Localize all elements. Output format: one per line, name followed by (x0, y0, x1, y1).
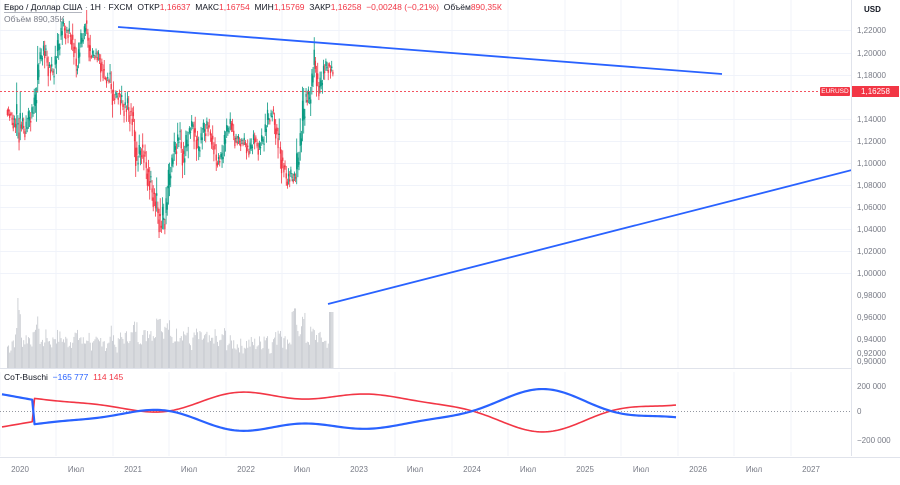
price-tick: 0,98000 (857, 291, 886, 300)
price-tick: 1,00000 (857, 269, 886, 278)
price-tick: 0,90000 (857, 357, 886, 366)
price-tick: 1,10000 (857, 159, 886, 168)
price-tick: 1,02000 (857, 247, 886, 256)
volume-value-header: 890,35К (470, 2, 502, 12)
cot-blue-value: −165 777 (52, 372, 89, 382)
price-tick: 1,12000 (857, 137, 886, 146)
time-tick: Июл (67, 465, 85, 474)
price-tick: 1,20000 (857, 49, 886, 58)
symbol-label[interactable]: Евро / Доллар США (4, 2, 83, 13)
time-tick: Июл (180, 465, 198, 474)
time-tick: 2023 (350, 465, 368, 474)
time-tick: 2022 (237, 465, 255, 474)
volume-legend: Объём 890,35К (4, 14, 64, 24)
cot-pane[interactable] (0, 372, 852, 456)
low-value: 1,15769 (273, 2, 305, 12)
interval-label[interactable]: 1Н (90, 2, 101, 12)
price-tick: 1,22000 (857, 26, 886, 35)
cot-legend: CoT-Buschi −165 777 114 145 (4, 372, 123, 382)
volume-label-header: Объём (443, 2, 471, 12)
source-badge: EURUSD (820, 87, 850, 96)
volume-legend-value: 890,35К (33, 14, 65, 24)
cot-chart-svg (0, 372, 852, 456)
price-tick: 1,04000 (857, 225, 886, 234)
legend-separator-1: · (84, 2, 88, 12)
high-value: 1,16754 (219, 2, 250, 12)
close-value: 1,16258 (330, 2, 362, 12)
price-tick: 1,18000 (857, 71, 886, 80)
cot-tick: 200 000 (857, 382, 886, 391)
cot-indicator-name[interactable]: CoT-Buschi (4, 372, 48, 382)
price-pane[interactable] (0, 0, 852, 368)
time-tick: Июл (406, 465, 424, 474)
price-axis[interactable]: USD 1,22000 1,20000 1,18000 1,14000 1,12000 1… (851, 0, 900, 456)
legend-separator-2: · (103, 2, 107, 12)
price-legend: Евро / Доллар США · 1Н · FXCM ОТКР1,1663… (4, 2, 502, 13)
open-value: 1,16637 (159, 2, 191, 12)
axis-currency-label: USD (864, 5, 881, 14)
cot-tick: −200 000 (857, 436, 891, 445)
current-price-badge: 1,16258 (852, 86, 899, 97)
price-tick: 0,94000 (857, 335, 886, 344)
exchange-label: FXCM (108, 2, 133, 12)
price-chart-svg (0, 0, 852, 368)
price-tick: 0,92000 (857, 349, 886, 358)
change-absolute: −0,00248 (366, 2, 402, 12)
low-label: МИН (254, 2, 274, 12)
time-tick: Июл (519, 465, 537, 474)
price-tick: 1,14000 (857, 115, 886, 124)
time-axis[interactable]: 2020 Июл 2021 Июл 2022 Июл 2023 Июл 2024 Июл 2025 И… (0, 457, 900, 485)
time-tick: 2026 (689, 465, 707, 474)
time-tick: Июл (632, 465, 650, 474)
high-label: МАКС (195, 2, 219, 12)
volume-legend-label: Объём (4, 14, 32, 24)
time-tick: 2021 (124, 465, 142, 474)
time-tick: 2025 (576, 465, 594, 474)
time-tick: 2027 (802, 465, 820, 474)
time-tick: 2020 (11, 465, 29, 474)
price-tick: 1,08000 (857, 181, 886, 190)
time-tick: Июл (745, 465, 763, 474)
time-tick: 2024 (463, 465, 481, 474)
price-tick: 0,96000 (857, 313, 886, 322)
time-tick: Июл (293, 465, 311, 474)
open-label: ОТКР (137, 2, 160, 12)
close-label: ЗАКР (309, 2, 331, 12)
cot-tick: 0 (857, 407, 862, 416)
cot-red-value: 114 145 (93, 372, 124, 382)
change-percent: (−0,21%) (404, 2, 439, 12)
price-tick: 1,06000 (857, 203, 886, 212)
pane-divider (0, 368, 852, 369)
